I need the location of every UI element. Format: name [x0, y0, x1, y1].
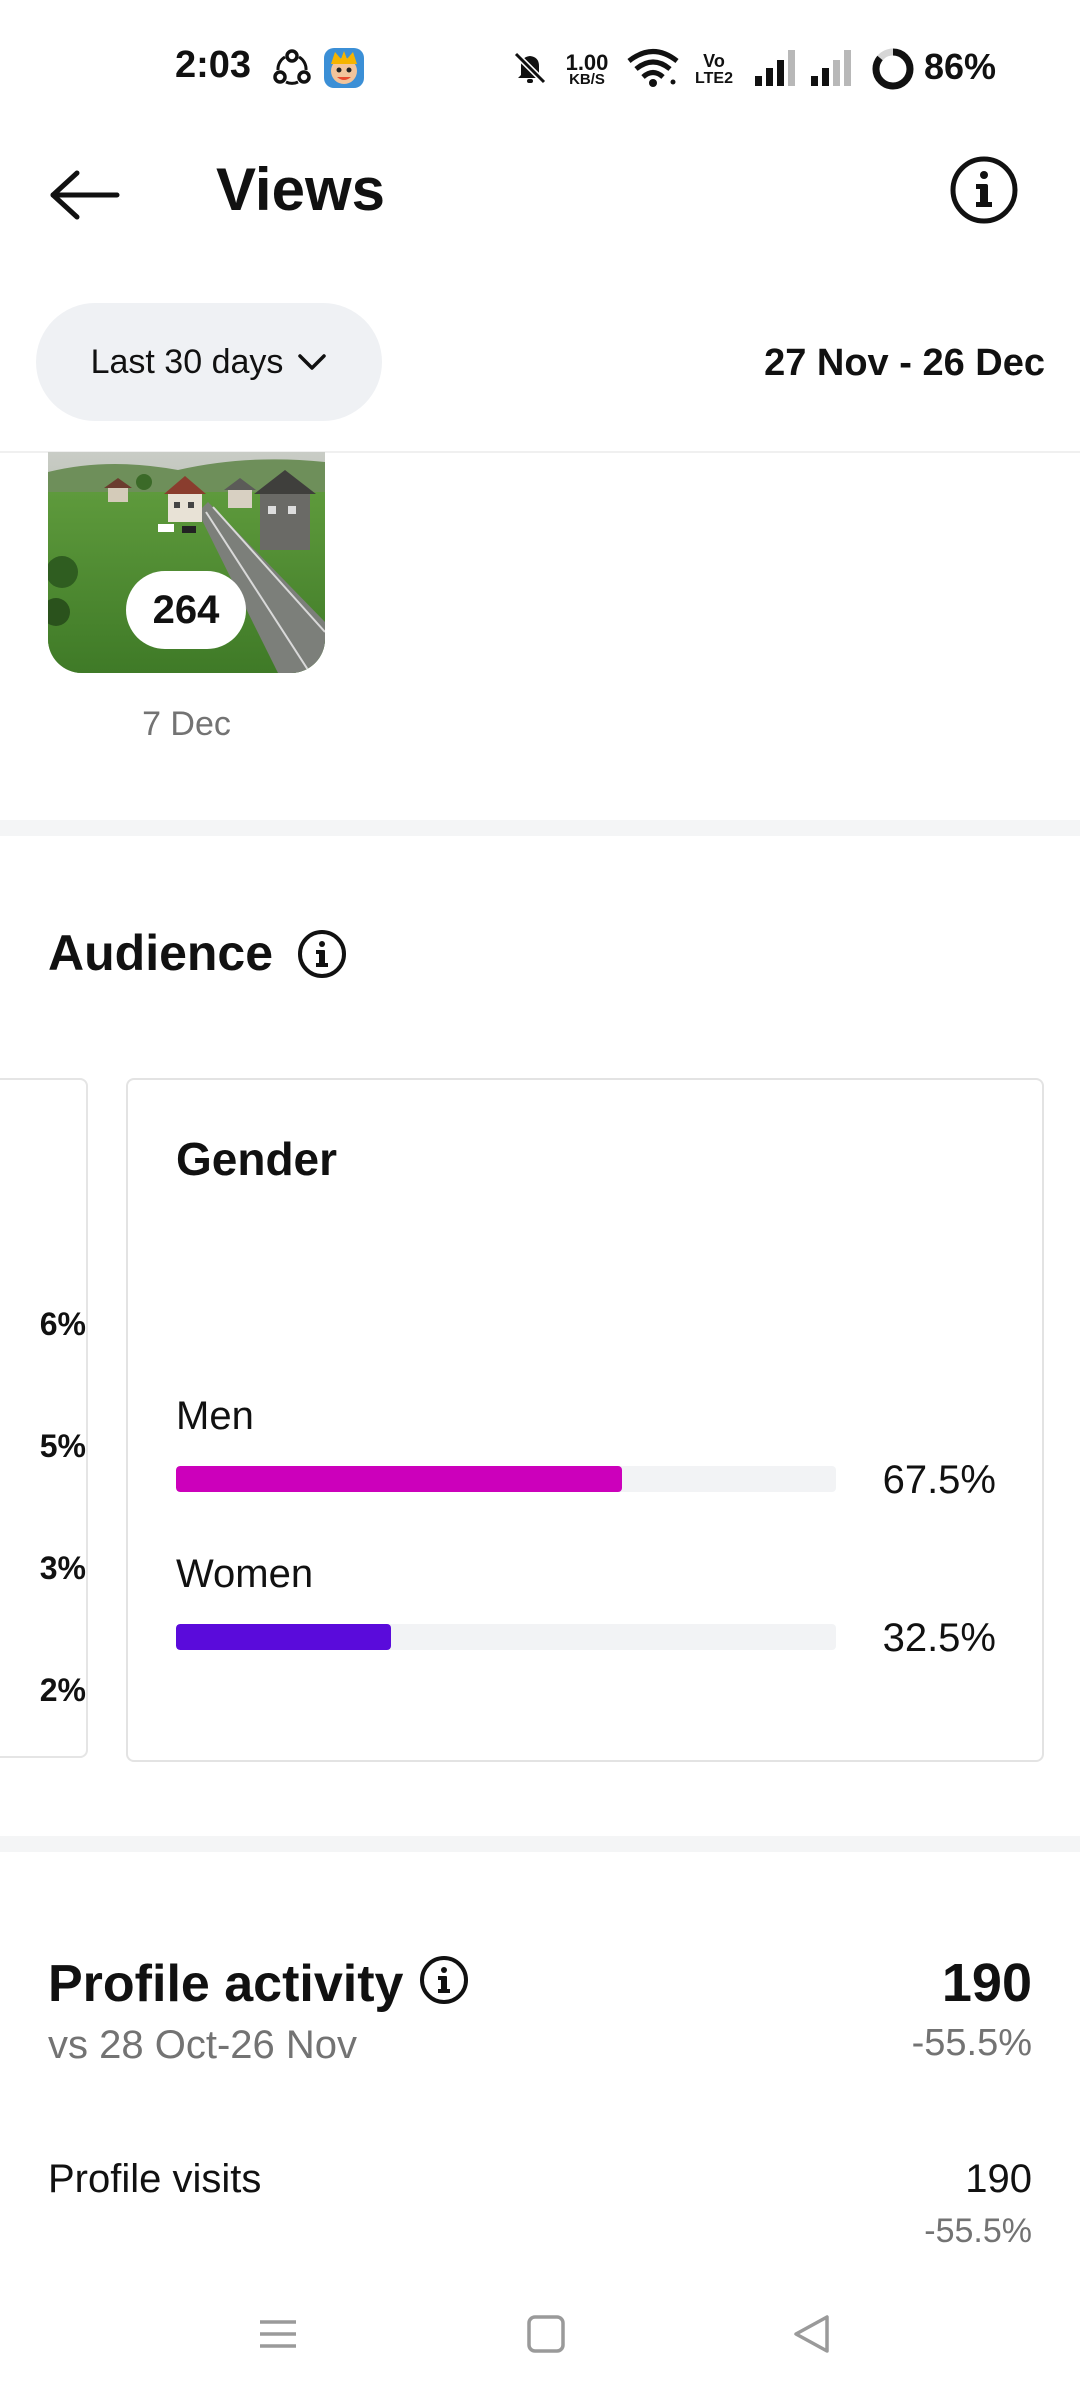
- profile-activity-title: Profile activity: [48, 1955, 404, 2013]
- sync-icon: [270, 46, 314, 90]
- thumbnail-date: 7 Dec: [142, 705, 231, 743]
- gender-women-label: Women: [176, 1552, 314, 1596]
- chevron-down-icon: [298, 354, 327, 370]
- partial-card-value: 6%: [39, 1306, 86, 1342]
- back-nav-button[interactable]: [772, 2294, 852, 2374]
- home-square-icon: [527, 2315, 565, 2353]
- back-button[interactable]: [40, 150, 130, 240]
- wifi-icon: [626, 46, 680, 90]
- gender-men-value: 67.5%: [882, 1458, 996, 1502]
- volte-top: Vo: [703, 51, 725, 71]
- status-bar: 2:03 1.00 KB/S: [0, 0, 1080, 135]
- partial-card-value: 3%: [39, 1550, 86, 1586]
- section-separator: [0, 820, 1080, 836]
- audience-card-previous[interactable]: 6% 5% 3% 2%: [0, 1078, 88, 1758]
- date-range-dropdown-label: Last 30 days: [90, 342, 284, 381]
- section-separator: [0, 1836, 1080, 1852]
- arrow-left-icon: [50, 170, 120, 220]
- recent-apps-button[interactable]: [238, 2294, 318, 2374]
- gender-men-bar-track: [176, 1466, 836, 1492]
- bell-mute-icon: [508, 46, 552, 90]
- profile-activity-change: -55.5%: [911, 2022, 1032, 2064]
- home-button[interactable]: [506, 2294, 586, 2374]
- signal-sim2-icon: [808, 46, 854, 90]
- audience-info-button[interactable]: [296, 928, 348, 980]
- audience-title: Audience: [48, 925, 274, 981]
- gender-men-bar: [176, 1466, 622, 1492]
- status-time: 2:03: [175, 44, 252, 86]
- header-divider: [0, 451, 1080, 453]
- volte-indicator: Vo LTE2: [690, 48, 738, 92]
- back-triangle-icon: [794, 2315, 829, 2353]
- date-range-dropdown[interactable]: Last 30 days: [36, 303, 382, 421]
- network-speed-value: 1.00: [565, 49, 609, 75]
- network-speed-unit: KB/S: [569, 70, 605, 88]
- battery-percentage: 86%: [924, 46, 997, 87]
- page-title: Views: [216, 156, 386, 223]
- profile-visits-value: 190: [965, 2157, 1032, 2201]
- partial-card-value: 5%: [39, 1428, 86, 1464]
- info-icon: [298, 930, 346, 978]
- gender-women-bar: [176, 1624, 391, 1650]
- thumbnail-views-badge: 264: [126, 571, 246, 649]
- profile-activity-total: 190: [941, 1953, 1032, 2013]
- gender-card[interactable]: Gender Men 67.5% Women 32.5%: [126, 1078, 1044, 1762]
- info-button[interactable]: [944, 150, 1024, 230]
- gender-women-bar-track: [176, 1624, 836, 1650]
- profile-visits-label: Profile visits: [48, 2157, 262, 2201]
- date-range-text: 27 Nov - 26 Dec: [764, 342, 1045, 384]
- profile-activity-info-button[interactable]: [418, 1954, 470, 2006]
- menu-icon: [260, 2320, 296, 2348]
- profile-activity-comparison: vs 28 Oct-26 Nov: [48, 2023, 358, 2067]
- volte-bottom: LTE2: [695, 70, 733, 87]
- gender-card-title: Gender: [176, 1133, 338, 1185]
- network-speed: 1.00 KB/S: [558, 48, 616, 92]
- info-icon: [420, 1956, 468, 2004]
- profile-visits-change: -55.5%: [924, 2212, 1032, 2250]
- gender-men-label: Men: [176, 1394, 254, 1438]
- info-icon: [950, 156, 1018, 224]
- gender-women-value: 32.5%: [882, 1616, 996, 1660]
- signal-sim1-icon: [752, 46, 798, 90]
- battery-icon: [870, 46, 916, 92]
- partial-card-value: 2%: [39, 1672, 86, 1708]
- app-notification-icon: [322, 46, 366, 90]
